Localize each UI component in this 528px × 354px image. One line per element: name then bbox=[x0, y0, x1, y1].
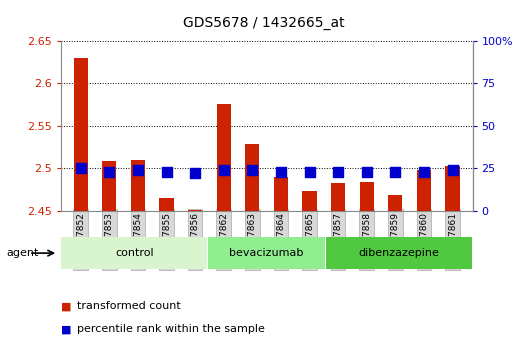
Bar bbox=[446, 166, 460, 211]
Bar bbox=[326, 237, 472, 269]
Bar bbox=[216, 104, 231, 211]
Bar bbox=[102, 161, 117, 211]
Text: transformed count: transformed count bbox=[77, 301, 180, 311]
Point bbox=[448, 167, 457, 173]
Text: agent: agent bbox=[6, 248, 39, 258]
Point bbox=[134, 167, 142, 173]
Bar bbox=[245, 144, 259, 211]
Bar bbox=[360, 182, 374, 211]
Bar bbox=[131, 160, 145, 211]
Point bbox=[191, 170, 200, 176]
Bar bbox=[73, 58, 88, 211]
Point bbox=[305, 169, 314, 175]
Point bbox=[363, 169, 371, 175]
Text: bevacizumab: bevacizumab bbox=[230, 248, 304, 258]
Point bbox=[105, 169, 114, 175]
Point bbox=[334, 169, 342, 175]
Bar bbox=[331, 183, 345, 211]
Bar bbox=[61, 237, 207, 269]
Point bbox=[77, 165, 85, 171]
Point bbox=[162, 169, 171, 175]
Point bbox=[391, 169, 400, 175]
Bar bbox=[209, 237, 325, 269]
Bar bbox=[188, 210, 202, 211]
Bar bbox=[388, 195, 402, 211]
Point bbox=[248, 167, 257, 173]
Bar bbox=[417, 170, 431, 211]
Point bbox=[420, 169, 428, 175]
Point bbox=[220, 167, 228, 173]
Text: ■: ■ bbox=[61, 324, 71, 334]
Point bbox=[277, 169, 285, 175]
Bar bbox=[159, 198, 174, 211]
Text: control: control bbox=[115, 248, 154, 258]
Text: ■: ■ bbox=[61, 301, 71, 311]
Bar bbox=[303, 191, 317, 211]
Text: dibenzazepine: dibenzazepine bbox=[359, 248, 439, 258]
Bar bbox=[274, 177, 288, 211]
Text: percentile rank within the sample: percentile rank within the sample bbox=[77, 324, 265, 334]
Text: GDS5678 / 1432665_at: GDS5678 / 1432665_at bbox=[183, 16, 345, 30]
